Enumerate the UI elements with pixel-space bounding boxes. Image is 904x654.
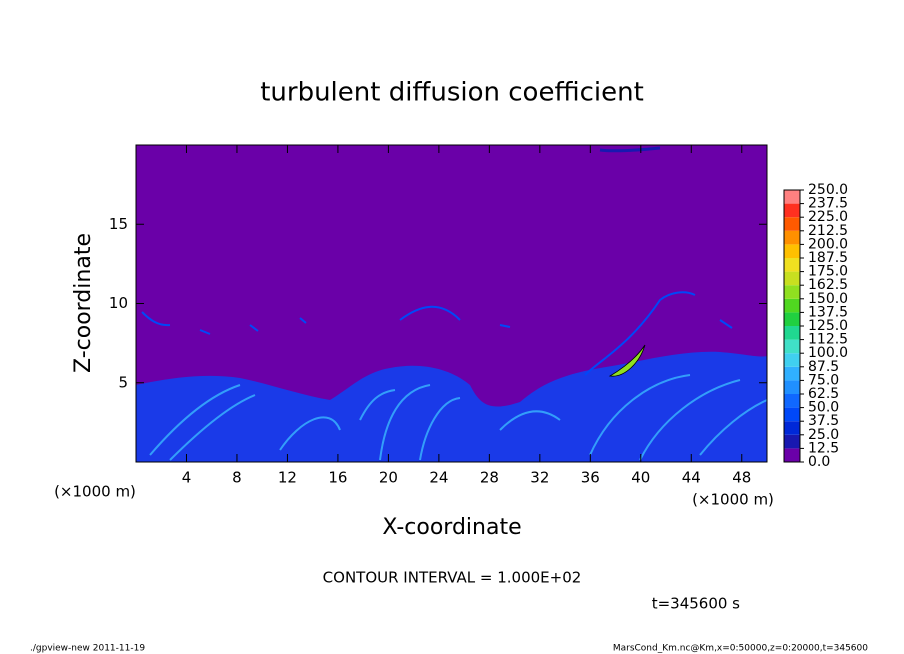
colorbar-label: 212.5 xyxy=(808,223,848,239)
colorbar-label: 25.0 xyxy=(808,427,839,443)
colorbar-label: 75.0 xyxy=(808,372,839,388)
colorbar-label: 225.0 xyxy=(808,209,848,225)
colorbar-label: 100.0 xyxy=(808,345,848,361)
colorbar-band xyxy=(784,448,800,462)
colorbar-band xyxy=(784,298,800,313)
colorbar-band xyxy=(784,271,800,286)
colorbar-label: 112.5 xyxy=(808,332,848,348)
chart-title: turbulent diffusion coefficient xyxy=(260,78,644,108)
y-tick-label: 10 xyxy=(109,294,128,312)
colorbar-band xyxy=(784,407,800,422)
colorbar-band xyxy=(784,366,800,381)
colorbar-band xyxy=(784,394,800,408)
y-axis-label: Z-coordinate xyxy=(71,233,96,373)
colorbar-band xyxy=(784,421,800,435)
colorbar-label: 162.5 xyxy=(808,277,848,293)
colorbar-label: 37.5 xyxy=(808,413,839,429)
x-tick-label: 4 xyxy=(182,469,192,487)
colorbar-band xyxy=(784,217,800,231)
colorbar-label: 250.0 xyxy=(808,182,848,198)
colorbar-label: 50.0 xyxy=(808,400,839,416)
colorbar-band xyxy=(784,434,800,449)
top-streak xyxy=(599,146,661,153)
y-tick-label: 15 xyxy=(109,215,128,233)
contour-field xyxy=(136,145,767,462)
upper-eddies xyxy=(141,291,733,376)
colorbar-band xyxy=(784,312,800,326)
colorbar-label: 187.5 xyxy=(808,250,848,266)
x-tick-label: 32 xyxy=(530,469,549,487)
colorbar-band xyxy=(784,285,800,299)
colorbar-label: 125.0 xyxy=(808,318,848,334)
x-tick-label: 44 xyxy=(682,469,701,487)
colorbar-label: 62.5 xyxy=(808,386,839,402)
x-tick-label: 28 xyxy=(480,469,499,487)
x-tick-label: 20 xyxy=(379,469,398,487)
x-tick-label: 12 xyxy=(278,469,297,487)
colorbar-band xyxy=(784,353,800,367)
x-tick-label: 36 xyxy=(581,469,600,487)
x-unit: (×1000 m) xyxy=(54,483,136,501)
colorbar-band xyxy=(784,244,800,258)
colorbar-band xyxy=(784,326,800,340)
x-tick-label: 16 xyxy=(328,469,347,487)
colorbar-band xyxy=(784,230,800,245)
colorbar-band xyxy=(784,380,800,394)
high-blob xyxy=(608,344,646,377)
turbulent-layer xyxy=(136,351,767,462)
footer-left: ./gpview-new 2011-11-19 xyxy=(30,644,145,654)
contour-interval: CONTOUR INTERVAL = 1.000E+02 xyxy=(323,569,582,587)
colorbar-label: 137.5 xyxy=(808,304,848,320)
time-label: t=345600 s xyxy=(652,595,740,613)
footer-right: MarsCond_Km.nc@Km,x=0:50000,z=0:20000,t=… xyxy=(613,644,868,654)
colorbar-label: 175.0 xyxy=(808,264,848,280)
colorbar-label: 0.0 xyxy=(808,454,830,470)
x-tick-label: 48 xyxy=(732,469,751,487)
colorbar-label: 237.5 xyxy=(808,196,848,212)
x-tick-label: 40 xyxy=(631,469,650,487)
colorbar-band xyxy=(784,203,800,218)
colorbar-band xyxy=(784,339,800,354)
y-unit: (×1000 m) xyxy=(692,491,774,509)
x-tick-label: 24 xyxy=(429,469,448,487)
colorbar-band xyxy=(784,258,800,272)
streaks xyxy=(149,374,767,461)
colorbar-band xyxy=(784,190,800,204)
colorbar-label: 87.5 xyxy=(808,359,839,375)
colorbar-label: 200.0 xyxy=(808,236,848,252)
y-tick-label: 5 xyxy=(118,373,128,391)
x-axis-label: X-coordinate xyxy=(382,515,521,540)
x-tick-label: 8 xyxy=(232,469,242,487)
colorbar-label: 12.5 xyxy=(808,440,839,456)
colorbar-label: 150.0 xyxy=(808,291,848,307)
